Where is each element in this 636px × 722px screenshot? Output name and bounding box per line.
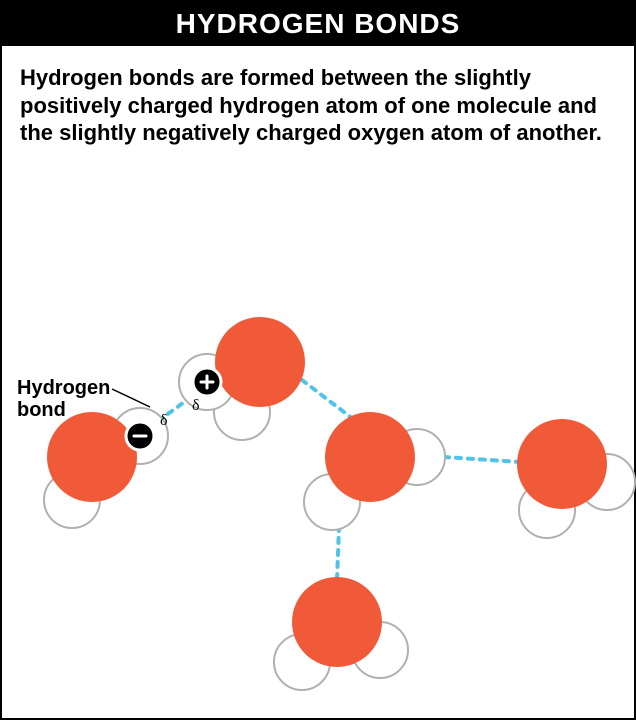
hydrogen-atom xyxy=(179,354,235,410)
water-molecule xyxy=(274,577,408,690)
hydrogen-atom xyxy=(214,384,270,440)
diagram-frame: HYDROGEN BONDS Hydrogen bonds are formed… xyxy=(0,0,636,720)
hydrogen-bond-label: Hydrogen bond xyxy=(17,377,110,421)
oxygen-atom xyxy=(325,412,415,502)
water-molecule xyxy=(517,419,635,538)
hydrogen-atom xyxy=(389,429,445,485)
hydrogen-atom xyxy=(44,472,100,528)
hydrogen-bond xyxy=(444,457,520,462)
title-text: HYDROGEN BONDS xyxy=(176,8,461,39)
hydrogen-atom xyxy=(519,482,575,538)
water-molecule xyxy=(179,317,305,440)
hydrogen-bond xyxy=(302,380,357,422)
hydrogen-atom xyxy=(304,474,360,530)
hydrogen-atom xyxy=(112,408,168,464)
oxygen-atom xyxy=(292,577,382,667)
water-molecule xyxy=(44,408,168,528)
minus-badge-icon xyxy=(126,422,154,450)
hydrogen-bond xyxy=(139,384,209,435)
oxygen-atom xyxy=(215,317,305,407)
hydrogen-atom xyxy=(352,622,408,678)
label-line2: bond xyxy=(17,399,66,421)
delta-symbol: δ xyxy=(160,412,168,429)
oxygen-atom xyxy=(47,412,137,502)
title-bar: HYDROGEN BONDS xyxy=(2,2,634,46)
hydrogen-bond xyxy=(337,502,340,580)
callout-line xyxy=(112,389,150,407)
plus-badge-icon xyxy=(193,368,221,396)
label-line1: Hydrogen xyxy=(17,377,110,399)
hydrogen-atom xyxy=(579,454,635,510)
description-text: Hydrogen bonds are formed between the sl… xyxy=(2,46,634,147)
hydrogen-atom xyxy=(274,634,330,690)
water-molecule xyxy=(304,412,445,530)
delta-symbol: δ xyxy=(192,397,200,414)
oxygen-atom xyxy=(517,419,607,509)
